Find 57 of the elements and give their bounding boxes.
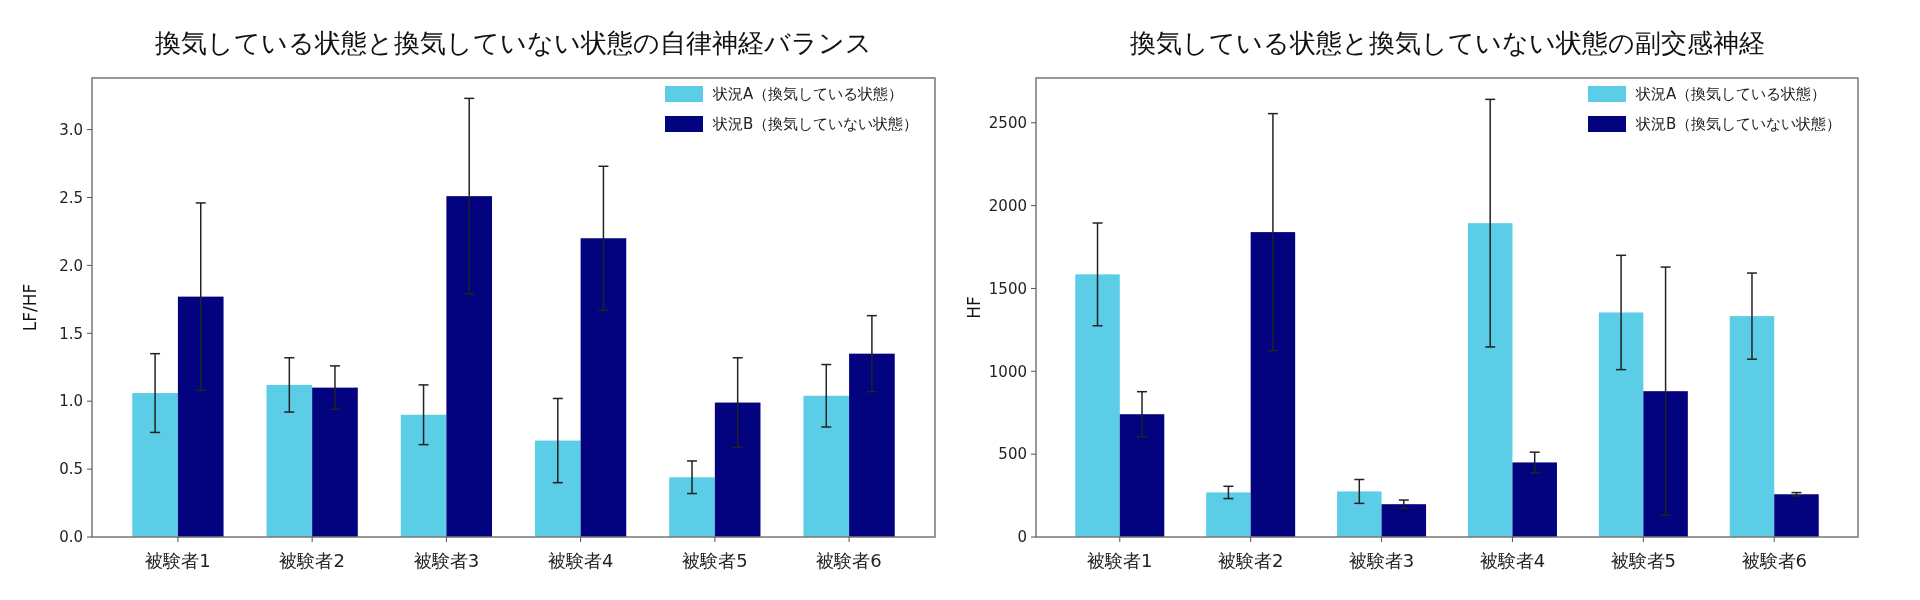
legend-label: 状況B（換気していない状態） bbox=[712, 115, 919, 134]
bar bbox=[1381, 504, 1427, 537]
bar bbox=[534, 440, 581, 537]
y-tick-label: 0.5 bbox=[59, 460, 83, 479]
bar bbox=[1119, 414, 1165, 537]
y-tick-label: 500 bbox=[998, 445, 1027, 464]
x-tick-label: 被験者4 bbox=[1479, 550, 1546, 571]
bar bbox=[177, 296, 224, 537]
x-tick-label: 被験者5 bbox=[1610, 550, 1677, 571]
x-tick-label: 被験者3 bbox=[413, 550, 480, 571]
y-tick-label: 2500 bbox=[988, 113, 1027, 132]
bar bbox=[1598, 312, 1644, 537]
bar bbox=[1075, 274, 1120, 537]
x-tick-label: 被験者2 bbox=[1217, 550, 1284, 571]
y-tick-label: 2.0 bbox=[59, 256, 83, 275]
bar bbox=[714, 402, 761, 537]
bar bbox=[400, 414, 447, 537]
bar bbox=[849, 353, 895, 537]
x-tick-label: 被験者2 bbox=[279, 550, 345, 571]
x-tick-label: 被験者5 bbox=[682, 550, 748, 571]
x-tick-label: 被験者6 bbox=[816, 550, 882, 571]
bar bbox=[1250, 232, 1296, 537]
y-axis-title: LF/HF bbox=[20, 283, 40, 332]
y-tick-label: 1.5 bbox=[59, 324, 83, 343]
bar bbox=[803, 395, 850, 537]
bar bbox=[446, 196, 493, 537]
bar bbox=[1512, 462, 1557, 537]
y-tick-label: 1.0 bbox=[59, 392, 83, 411]
chart-title: 換気している状態と換気していない状態の副交感神経 bbox=[1129, 28, 1765, 58]
y-tick-label: 0 bbox=[1017, 528, 1027, 547]
chart-title: 換気している状態と換気していない状態の自律神経バランス bbox=[155, 28, 872, 58]
y-tick-label: 3.0 bbox=[59, 120, 83, 139]
y-tick-label: 1000 bbox=[988, 362, 1027, 381]
bar bbox=[580, 238, 627, 537]
x-tick-label: 被験者1 bbox=[1087, 550, 1153, 571]
y-tick-label: 0.0 bbox=[59, 528, 83, 547]
bar bbox=[266, 384, 313, 537]
bar bbox=[1643, 391, 1688, 537]
bar bbox=[1467, 223, 1513, 537]
bar bbox=[1774, 494, 1819, 537]
legend-label: 状況A（換気している状態） bbox=[712, 85, 904, 104]
bar bbox=[132, 393, 178, 537]
legend-label: 状況B（換気していない状態） bbox=[1635, 115, 1842, 134]
legend-label: 状況A（換気している状態） bbox=[1635, 85, 1827, 104]
bar bbox=[1206, 492, 1251, 537]
bar bbox=[1729, 316, 1775, 537]
x-tick-label: 被験者3 bbox=[1348, 550, 1415, 571]
x-tick-label: 被験者1 bbox=[145, 550, 211, 571]
y-tick-label: 2.5 bbox=[59, 188, 83, 207]
x-tick-label: 被験者4 bbox=[547, 550, 614, 571]
bar bbox=[669, 477, 715, 537]
y-tick-label: 2000 bbox=[988, 196, 1027, 215]
y-axis-title: HF bbox=[964, 296, 984, 319]
bar bbox=[312, 387, 358, 537]
y-tick-label: 1500 bbox=[988, 279, 1027, 298]
x-tick-label: 被験者6 bbox=[1741, 550, 1807, 571]
bar bbox=[1337, 491, 1382, 537]
